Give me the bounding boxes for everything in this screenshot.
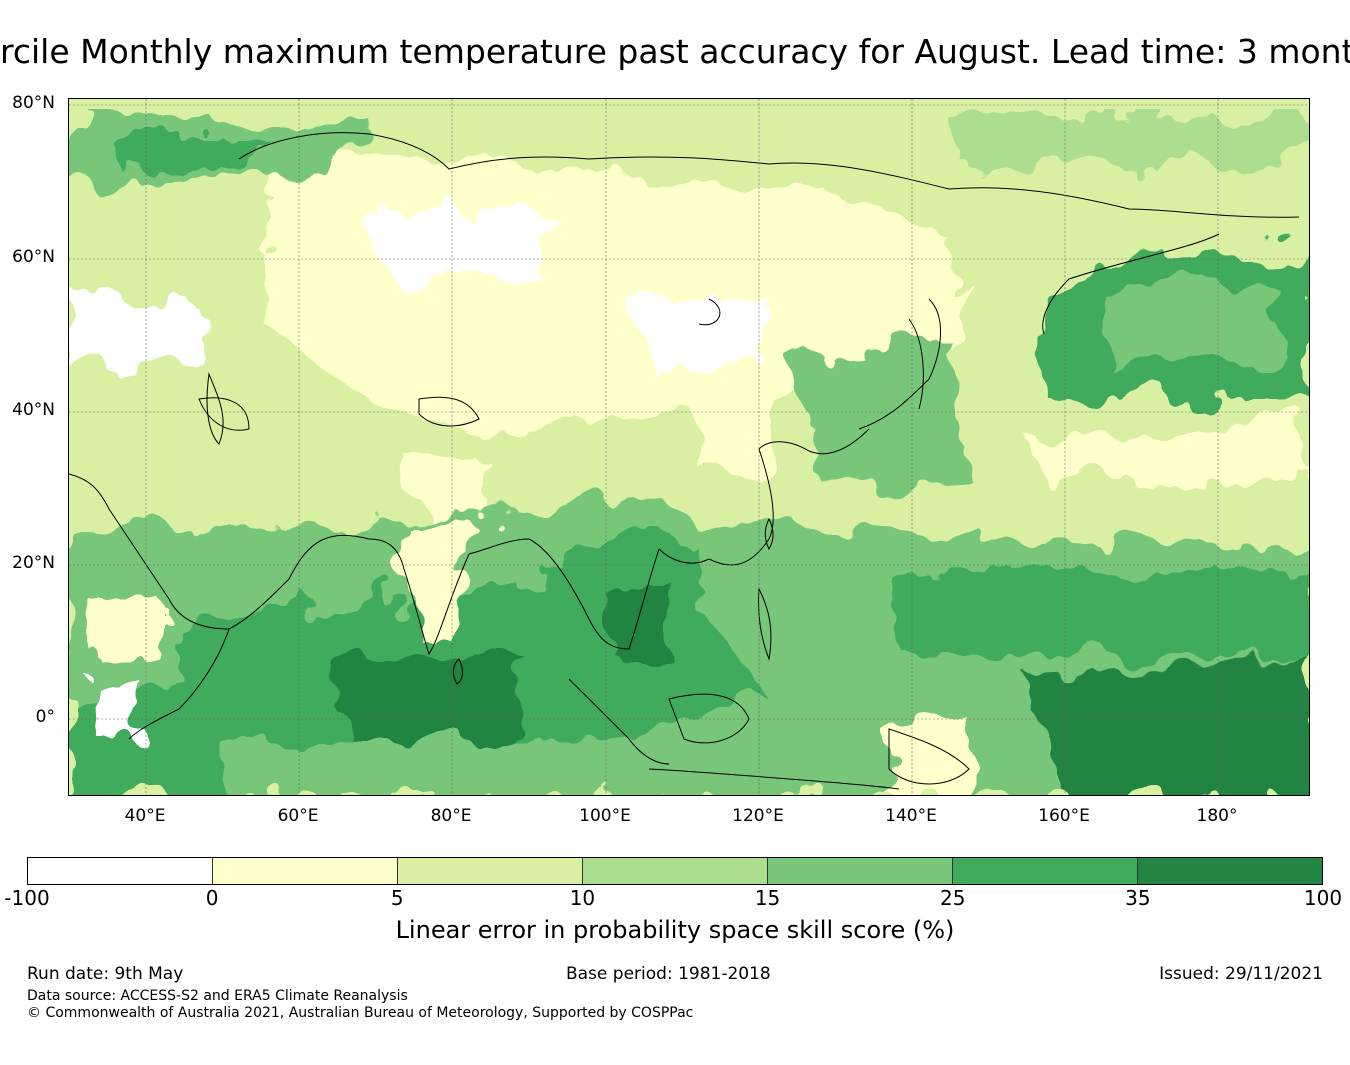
lon-label-80e: 80°E bbox=[430, 806, 472, 826]
colorbar-segment bbox=[1138, 858, 1322, 884]
data-source: Data source: ACCESS-S2 and ERA5 Climate … bbox=[27, 988, 408, 1004]
colorbar-label: Linear error in probability space skill … bbox=[395, 916, 955, 944]
copyright: © Commonwealth of Australia 2021, Austra… bbox=[27, 1005, 694, 1021]
colorbar-tick-label: 25 bbox=[939, 886, 966, 910]
colorbar-segment bbox=[28, 858, 213, 884]
colorbar-tick-label: -100 bbox=[4, 886, 50, 910]
colorbar-tick-label: 100 bbox=[1303, 886, 1343, 910]
colorbar-tick-label: 5 bbox=[390, 886, 404, 910]
lon-label-60e: 60°E bbox=[277, 806, 319, 826]
lat-label-20n: 20°N bbox=[12, 553, 55, 573]
lon-label-140e: 140°E bbox=[885, 806, 937, 826]
colorbar bbox=[27, 857, 1323, 885]
graticule bbox=[69, 99, 1309, 795]
skill-score-map bbox=[68, 98, 1310, 796]
lat-label-60n: 60°N bbox=[12, 247, 55, 267]
colorbar-segment bbox=[213, 858, 398, 884]
lon-label-100e: 100°E bbox=[579, 806, 631, 826]
run-date: Run date: 9th May bbox=[27, 964, 184, 984]
coastlines bbox=[69, 132, 1300, 790]
issued-date: Issued: 29/11/2021 bbox=[1159, 964, 1323, 984]
lon-label-120e: 120°E bbox=[732, 806, 784, 826]
colorbar-tick-label: 15 bbox=[754, 886, 781, 910]
lon-label-160e: 160°E bbox=[1038, 806, 1090, 826]
map-canvas bbox=[69, 99, 1309, 795]
colorbar-tick-label: 10 bbox=[569, 886, 596, 910]
lat-label-40n: 40°N bbox=[12, 400, 55, 420]
lat-label-80n: 80°N bbox=[12, 93, 55, 113]
colorbar-tick-label: 35 bbox=[1125, 886, 1151, 910]
lon-label-180: 180° bbox=[1196, 806, 1238, 826]
lon-label-40e: 40°E bbox=[124, 806, 166, 826]
lat-label-0: 0° bbox=[35, 707, 55, 727]
colorbar-segment bbox=[583, 858, 768, 884]
skill-score-field bbox=[69, 109, 1309, 795]
base-period: Base period: 1981-2018 bbox=[566, 964, 771, 984]
colorbar-segment bbox=[953, 858, 1138, 884]
colorbar-segment bbox=[398, 858, 583, 884]
map-title: rcile Monthly maximum temperature past a… bbox=[0, 32, 1350, 71]
colorbar-tick-label: 0 bbox=[205, 886, 219, 910]
colorbar-segment bbox=[768, 858, 953, 884]
